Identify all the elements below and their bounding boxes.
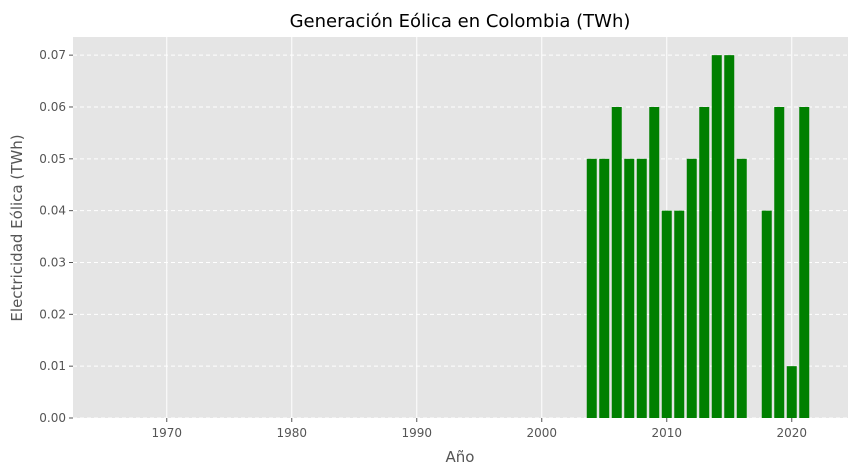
bar-2013: [699, 106, 710, 419]
y-tick-label: 0.02: [39, 307, 66, 321]
bar-2011: [674, 210, 685, 418]
bar-2004: [586, 158, 597, 418]
bar-2009: [649, 106, 660, 419]
y-tick-label: 0.01: [39, 359, 66, 373]
bar-2007: [624, 158, 635, 418]
bar-2016: [736, 158, 747, 418]
y-axis-ticks: 0.00 0.01 0.02 0.03 0.04 0.05 0.06 0.07: [39, 48, 73, 425]
y-tick-label: 0.04: [39, 204, 66, 218]
bar-2019: [774, 106, 785, 419]
x-tick-label: 1980: [276, 426, 307, 440]
bar-2020: [786, 366, 797, 418]
bar-2012: [686, 158, 697, 418]
bars: [586, 55, 810, 419]
y-tick-label: 0.06: [39, 100, 66, 114]
bar-2005: [599, 158, 610, 418]
y-tick-label: 0.03: [39, 255, 66, 269]
x-tick-label: 1970: [151, 426, 182, 440]
bar-2010: [661, 210, 672, 418]
bar-2014: [711, 55, 722, 419]
bar-2008: [636, 158, 647, 418]
chart-title: Generación Eólica en Colombia (TWh): [290, 11, 631, 32]
x-tick-label: 2000: [526, 426, 557, 440]
x-axis-ticks: 1970 1980 1990 2000 2010 2020: [151, 418, 807, 440]
y-axis-label: Electricidad Eólica (TWh): [8, 134, 26, 321]
bar-2018: [761, 210, 772, 418]
x-axis-label: Año: [446, 448, 475, 466]
bar-2006: [611, 106, 622, 419]
y-tick-label: 0.00: [39, 411, 66, 425]
x-tick-label: 2010: [651, 426, 682, 440]
y-tick-label: 0.07: [39, 48, 66, 62]
x-tick-label: 1990: [401, 426, 432, 440]
y-tick-label: 0.05: [39, 152, 66, 166]
x-tick-label: 2020: [776, 426, 807, 440]
bar-2021: [799, 106, 810, 419]
bar-2015: [724, 55, 735, 419]
